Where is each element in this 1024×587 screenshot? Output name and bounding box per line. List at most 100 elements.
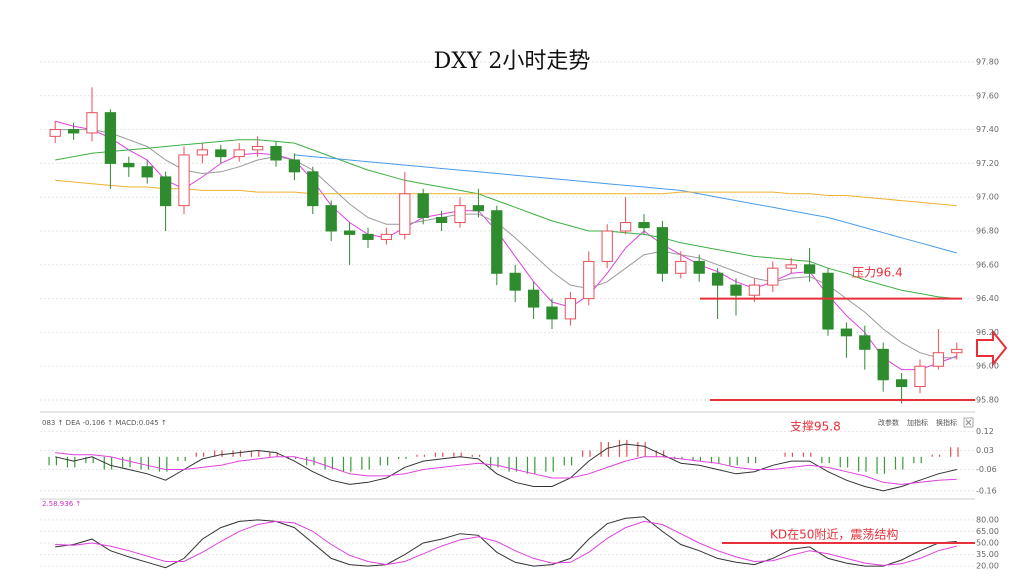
macd-bar [111,456,113,470]
line-series [55,129,957,359]
macd-bar [453,452,455,457]
y-tick-label: 0.03 [976,446,994,455]
macd-bar [250,450,253,457]
macd-bar [563,456,565,466]
macd-bar [423,454,426,457]
macd-bar [324,456,326,470]
panel-button[interactable]: 加指标 [907,418,928,427]
macd-bar [939,454,941,457]
candle-body [417,193,429,218]
macd-bar [184,456,186,462]
candle-body [730,284,742,296]
candle-body [123,162,135,168]
candle-body [67,129,80,134]
y-tick-label: 65.00 [976,527,999,536]
candle-body [583,260,595,300]
macd-bar [497,456,499,468]
macd-bar [644,441,646,457]
candle-body [288,159,301,173]
macd-bar [442,452,444,457]
macd-bar [718,456,720,464]
macd-bar [214,450,216,457]
panel-button[interactable]: 改参数 [878,418,899,427]
macd-bar [398,456,400,459]
y-tick-label: 0.12 [976,427,994,436]
macd-bar [515,456,518,472]
candle-body [564,298,577,320]
annotation-text: 支撑95.8 [790,419,841,434]
candle-body [472,205,485,212]
macd-bar [710,456,713,464]
macd-bar [361,456,363,470]
macd-bar [534,456,536,474]
macd-bar [847,456,849,468]
y-tick-label: 20.00 [976,562,999,571]
macd-bar [600,441,602,457]
macd-bar [195,452,197,457]
macd-bar [331,456,334,470]
macd-bar [203,452,205,457]
macd-bar [692,456,694,462]
macd-bar [479,454,481,457]
macd-bar [147,456,150,470]
candle-body [527,289,540,308]
macd-bar [637,441,639,457]
candle-body [325,205,337,232]
candle-body [270,145,282,161]
candle-body [454,205,466,224]
macd-bar [74,456,76,468]
annotation-text: KD在50附近，震荡结构 [770,527,898,542]
candle-body [877,348,889,381]
macd-bar [158,456,161,472]
y-tick-label: 95.80 [976,396,999,405]
macd-bar [177,456,179,462]
candle-body [785,264,797,269]
macd-bar [416,454,418,457]
candle-body [711,272,724,286]
candle-body [601,230,613,262]
macd-bar [821,456,823,464]
macd-bar [865,456,867,472]
candle-body [251,145,264,151]
close-icon [965,419,972,426]
macd-bar [902,456,904,470]
candle-body [675,260,687,274]
y-tick-label: -0.06 [976,465,997,474]
macd-bar [582,450,584,457]
macd-bar [802,452,805,457]
candle-body [307,171,319,207]
macd-bar [269,452,271,457]
macd-bar [663,450,665,457]
y-tick-label: 96.40 [976,294,999,303]
macd-bar [85,456,87,464]
y-tick-label: 96.20 [976,328,999,337]
candle-body [380,233,393,240]
macd-bar [655,450,657,457]
candle-body [159,176,172,207]
macd-bar [957,447,959,457]
macd-bar [129,456,131,468]
candle-body [656,227,669,274]
chart-title: DXY 2小时走势 [434,49,591,74]
candle-body [932,352,945,367]
macd-bar [931,454,933,457]
macd-bar [471,454,473,457]
macd-bar [729,456,731,466]
macd-bar [552,456,554,472]
macd-bar [379,456,381,466]
macd-bar [747,456,749,464]
line-series [55,139,957,300]
macd-bar [545,456,547,472]
macd-bar [103,456,105,470]
macd-bar [828,456,830,464]
y-tick-label: 97.00 [976,193,999,202]
macd-bar [368,456,370,470]
y-tick-label: 96.60 [976,260,999,269]
macd-bar [508,456,510,472]
y-tick-label: 80.00 [976,515,999,524]
candle-body [435,216,448,224]
candle-body [822,272,834,330]
line-series [55,520,957,566]
panel-button[interactable]: 换指标 [936,418,957,427]
macd-bar [342,456,345,472]
